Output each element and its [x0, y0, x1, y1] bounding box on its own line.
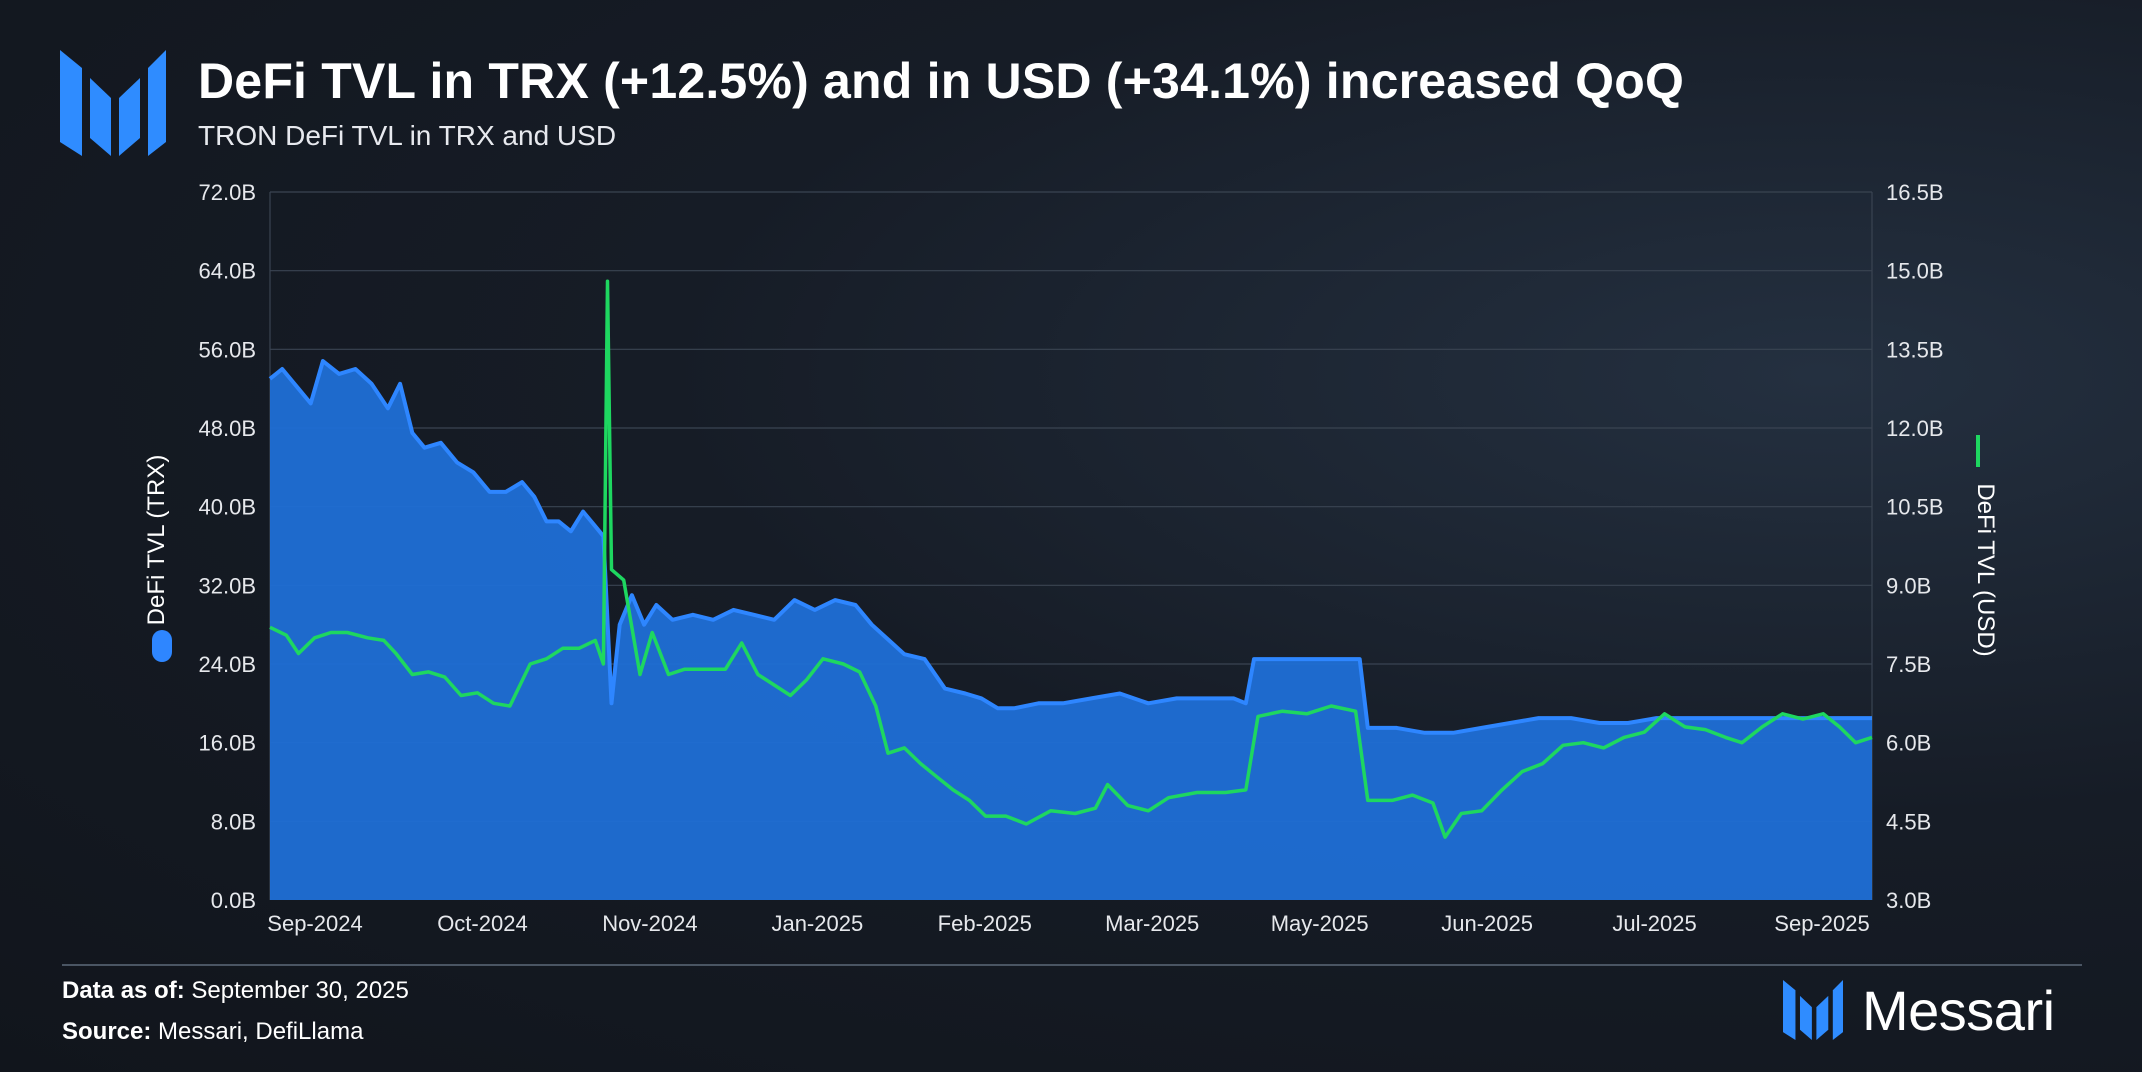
- right-tick-label: 4.5B: [1886, 809, 1931, 834]
- messari-logo-icon: [60, 50, 166, 156]
- axes: 0.0B 3.0B 8.0B 4.5B 16.0B 6.0B 24.0B 7.5B 32.0B 9…: [143, 180, 1999, 936]
- right-tick-label: 10.5B: [1886, 495, 1944, 520]
- right-tick-label: 7.5B: [1886, 652, 1931, 677]
- data-as-of-label: Data as of:: [62, 977, 185, 1004]
- right-tick-label: 16.5B: [1886, 180, 1944, 205]
- right-tick-label: 13.5B: [1886, 337, 1944, 362]
- left-tick-label: 32.0B: [199, 573, 257, 598]
- x-tick-label: Jan-2025: [771, 911, 863, 936]
- usd-line: [269, 279, 1873, 839]
- messari-brand-icon: [1783, 980, 1843, 1040]
- right-tick-label: 12.0B: [1886, 416, 1944, 441]
- x-tick-label: Sep-2024: [267, 911, 362, 936]
- x-tick-label: Nov-2024: [602, 911, 697, 936]
- x-tick-label: Sep-2025: [1774, 911, 1869, 936]
- x-tick-label: Feb-2025: [938, 911, 1032, 936]
- right-tick-label: 3.0B: [1886, 888, 1931, 913]
- left-tick-label: 64.0B: [199, 259, 257, 284]
- x-tick-label: Jul-2025: [1612, 911, 1696, 936]
- x-tick-label: Jun-2025: [1441, 911, 1533, 936]
- left-tick-label: 24.0B: [199, 652, 257, 677]
- x-tick-label: Oct-2024: [437, 911, 528, 936]
- right-axis-title: DeFi TVL (USD): [1972, 483, 1999, 656]
- chart-svg: 0.0B 3.0B 8.0B 4.5B 16.0B 6.0B 24.0B 7.5B 32.0B 9…: [143, 180, 1999, 936]
- source-label: Source:: [62, 1018, 152, 1045]
- footer-divider: [62, 964, 2082, 966]
- brand-name: Messari: [1862, 978, 2055, 1042]
- source-value: Messari, DefiLlama: [158, 1018, 364, 1045]
- data-as-of: Data as of: September 30, 2025: [62, 977, 409, 1005]
- legend-swatch-usd: [1976, 435, 1980, 467]
- chart-title: DeFi TVL in TRX (+12.5%) and in USD (+34…: [198, 53, 1685, 109]
- legend-swatch-trx: [152, 630, 172, 662]
- left-tick-label: 0.0B: [211, 888, 256, 913]
- right-tick-label: 6.0B: [1886, 731, 1931, 756]
- left-tick-label: 16.0B: [199, 731, 257, 756]
- trx-line: [268, 359, 1872, 735]
- right-tick-label: 9.0B: [1886, 573, 1931, 598]
- left-axis-title: DeFi TVL (TRX): [143, 455, 170, 626]
- data-as-of-value: September 30, 2025: [191, 977, 409, 1004]
- x-tick-label: May-2025: [1271, 911, 1369, 936]
- trx-area-series: [268, 359, 1872, 901]
- left-tick-label: 8.0B: [211, 809, 256, 834]
- right-tick-label: 15.0B: [1886, 259, 1944, 284]
- left-tick-label: 72.0B: [199, 180, 257, 205]
- left-tick-label: 48.0B: [199, 416, 257, 441]
- left-tick-label: 40.0B: [199, 495, 257, 520]
- x-tick-label: Mar-2025: [1105, 911, 1199, 936]
- chart-subtitle: TRON DeFi TVL in TRX and USD: [198, 120, 617, 151]
- brand-lockup: Messari: [1782, 978, 2055, 1042]
- left-tick-label: 56.0B: [199, 337, 257, 362]
- trx-area: [270, 361, 1872, 901]
- source-line: Source: Messari, DefiLlama: [62, 1018, 363, 1046]
- usd-line-series: [269, 279, 1873, 839]
